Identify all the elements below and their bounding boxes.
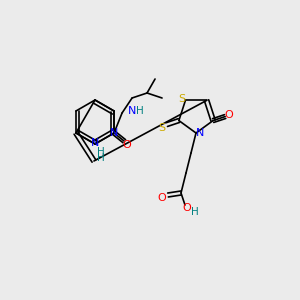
Text: H: H (97, 147, 105, 157)
Text: O: O (158, 193, 166, 203)
Text: H: H (136, 106, 144, 116)
Text: H: H (191, 207, 199, 217)
Text: N: N (128, 106, 136, 116)
Text: N: N (91, 138, 99, 148)
Text: O: O (225, 110, 233, 120)
Text: S: S (158, 123, 165, 133)
Text: S: S (178, 94, 185, 104)
Text: O: O (123, 140, 131, 150)
Text: N: N (110, 128, 118, 138)
Text: O: O (183, 203, 191, 213)
Text: N: N (196, 128, 204, 138)
Text: H: H (97, 153, 105, 163)
